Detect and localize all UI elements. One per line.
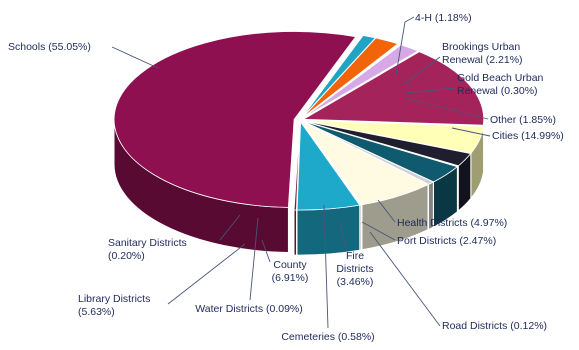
label-line-gold-beach-urban-renewal-0: Gold Beach Urban: [457, 72, 544, 84]
slice-labels: 4-H (1.18%) Brookings Urban Renewal (2.21%…: [8, 12, 564, 343]
slice-cemeteries: [302, 121, 435, 185]
leader-line-sanitary-districts: [219, 214, 241, 241]
label-line-sanitary-districts-1: (0.20%): [108, 250, 145, 262]
label-other: Other (1.85%): [490, 114, 556, 126]
leader-line-brookings-urban-renewal: [402, 56, 441, 86]
leader-line-4-h: [395, 16, 415, 76]
slice-wall-library-districts: [296, 204, 361, 256]
label-sanitary-districts: Sanitary Districts (0.20%): [108, 237, 187, 262]
label-line-4-h-0: 4-H (1.18%): [415, 12, 472, 24]
label-water-districts: Water Districts (0.09%): [195, 303, 303, 315]
leader-lines: [111, 16, 491, 329]
leader-line-library-districts: [167, 243, 246, 305]
label-gold-beach-urban-renewal: Gold Beach Urban Renewal (0.30%): [457, 72, 544, 97]
label-line-library-districts-0: Library Districts: [78, 293, 150, 305]
label-line-road-districts-0: Road Districts (0.12%): [442, 320, 547, 332]
label-schools: Schools (55.05%): [8, 41, 91, 53]
label-line-gold-beach-urban-renewal-1: Renewal (0.30%): [457, 85, 538, 97]
leader-line-health-districts: [377, 199, 396, 223]
label-county: County (6.91%): [272, 259, 309, 284]
slice-library-districts: [296, 120, 361, 211]
label-brookings-urban-renewal: Brookings Urban Renewal (2.21%): [442, 41, 523, 66]
label-line-schools-0: Schools (55.05%): [8, 41, 91, 53]
slice-wall-sanitary-districts: [293, 209, 297, 256]
label-line-health-districts-0: Health Districts (4.97%): [397, 217, 507, 229]
label-port-districts: Port Districts (2.47%): [397, 235, 496, 247]
slice-water-districts: [300, 121, 363, 206]
label-line-sanitary-districts-0: Sanitary Districts: [108, 237, 187, 249]
label-line-port-districts-0: Port Districts (2.47%): [397, 235, 496, 247]
label-line-brookings-urban-renewal-1: Renewal (2.21%): [442, 54, 523, 66]
leader-line-road-districts: [369, 231, 441, 327]
label-line-other-0: Other (1.85%): [490, 114, 556, 126]
leader-line-cities: [451, 127, 491, 137]
pie-top-faces: [113, 31, 485, 211]
leader-line-cemeteries: [323, 204, 329, 329]
label-fire-districts: Fire Districts (3.46%): [336, 250, 373, 288]
leader-line-port-districts: [361, 221, 396, 241]
label-line-fire-districts-0: Fire: [346, 250, 364, 262]
slice-health-districts: [303, 120, 484, 154]
leader-line-county: [261, 239, 271, 263]
leader-line-water-districts: [249, 217, 259, 301]
label-line-county-1: (6.91%): [272, 272, 309, 284]
label-line-fire-districts-2: (3.46%): [337, 276, 374, 288]
label-4-h: 4-H (1.18%): [415, 12, 472, 24]
label-health-districts: Health Districts (4.97%): [397, 217, 507, 229]
label-road-districts: Road Districts (0.12%): [442, 320, 547, 332]
label-line-county-0: County: [273, 259, 307, 271]
label-cities: Cities (14.99%): [492, 130, 564, 142]
slice-county: [301, 121, 429, 206]
slice-sanitary-districts: [293, 121, 301, 211]
label-line-cities-0: Cities (14.99%): [492, 130, 564, 142]
label-line-fire-districts-1: Districts: [336, 263, 373, 275]
leader-line-schools: [111, 46, 159, 69]
label-cemeteries: Cemeteries (0.58%): [281, 331, 374, 343]
label-library-districts: Library Districts (5.63%): [78, 293, 150, 318]
label-line-cemeteries-0: Cemeteries (0.58%): [281, 331, 374, 343]
slice-schools: [113, 31, 357, 208]
slice-wall-water-districts: [359, 204, 362, 251]
leader-line-gold-beach-urban-renewal: [404, 87, 456, 94]
leader-line-other: [404, 97, 489, 120]
label-line-water-districts-0: Water Districts (0.09%): [195, 303, 303, 315]
label-line-brookings-urban-renewal-0: Brookings Urban: [442, 41, 520, 53]
label-line-library-districts-1: (5.63%): [78, 306, 115, 318]
leader-line-fire-districts: [339, 221, 347, 249]
